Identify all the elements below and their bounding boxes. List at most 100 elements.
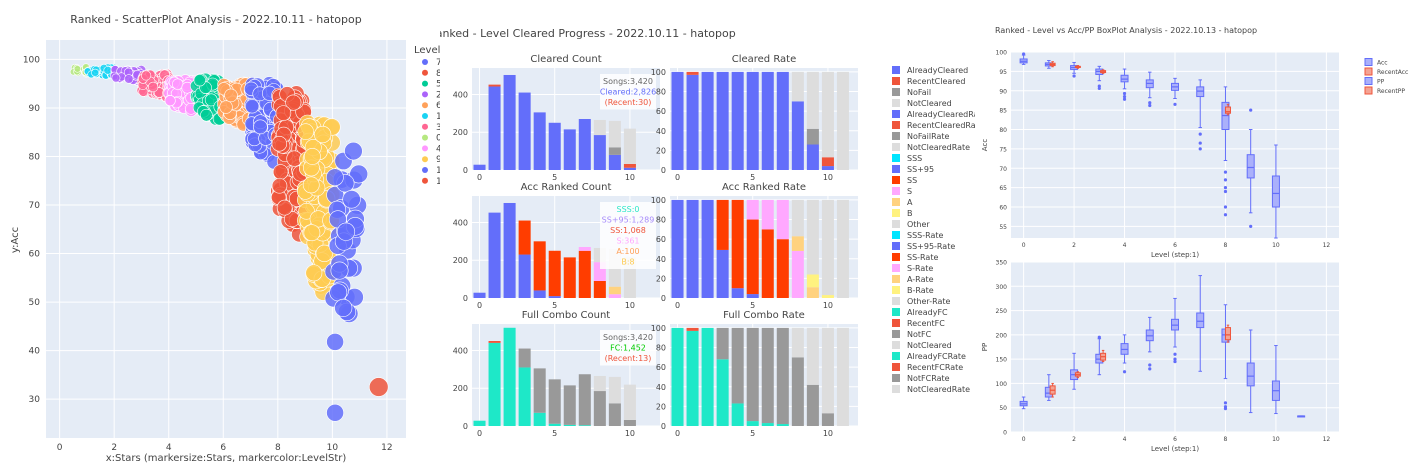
cleared-y-tick-label: 200 <box>453 384 468 393</box>
cleared-bar <box>488 212 501 298</box>
cleared-bar <box>791 236 804 251</box>
cleared-bar <box>731 71 744 170</box>
pp-y-tick-label: 100 <box>996 381 1008 388</box>
boxplot-panel: Ranked - Level vs Acc/PP BoxPlot Analysi… <box>975 0 1412 470</box>
cleared-bar <box>806 287 819 298</box>
scatter-x-tick-label: 2 <box>111 443 117 453</box>
cleared-bar <box>716 359 729 426</box>
cleared-x-tick-label: 0 <box>675 173 680 182</box>
scatter-point <box>103 66 113 75</box>
cleared-bar <box>791 199 804 237</box>
cleared-y-tick-label: 400 <box>453 218 468 227</box>
scatter-point <box>272 164 289 180</box>
boxplot-chart: Ranked - Level vs Acc/PP BoxPlot Analysi… <box>981 26 1408 453</box>
cleared-x-tick-label: 5 <box>750 173 755 182</box>
acc-outlier <box>1223 189 1228 194</box>
cleared-bar <box>731 403 744 426</box>
cleared-annotation-text: SS+95:1,289 <box>602 216 655 225</box>
cleared-legend-swatch <box>892 66 900 74</box>
cleared-legend-label: NotFC <box>907 330 932 339</box>
cleared-progress-chart: Ranked - Level Cleared Progress - 2022.1… <box>440 27 975 438</box>
cleared-bar <box>623 167 636 170</box>
cleared-legend-swatch <box>892 77 900 85</box>
acc-x-axis-label: Level (step:1) <box>1151 251 1199 259</box>
pp-x-tick-label: 0 <box>1022 436 1026 443</box>
boxplot-legend-swatch <box>1364 67 1373 76</box>
scatter-point <box>330 261 349 280</box>
cleared-legend-swatch <box>892 363 900 371</box>
scatter-legend-marker <box>422 167 428 173</box>
pp-x-tick-label: 8 <box>1224 436 1228 443</box>
cleared-legend-label: NoFail <box>907 88 931 97</box>
cleared-bar <box>821 327 834 414</box>
cleared-bar <box>821 295 834 298</box>
cleared-legend-label: SS+95 <box>907 165 934 174</box>
cleared-bar <box>791 71 804 102</box>
cleared-bar <box>791 327 804 358</box>
cleared-bar <box>761 327 774 424</box>
cleared-bar <box>533 412 546 426</box>
cleared-bar <box>761 199 774 230</box>
scatter-point <box>285 94 302 111</box>
cleared-legend-label: Other-Rate <box>907 297 951 306</box>
cleared-bar <box>623 384 636 420</box>
scatter-point <box>334 298 353 317</box>
cleared-y-tick-label: 0 <box>463 166 468 175</box>
scatter-y-tick-label: 40 <box>29 347 41 357</box>
cleared-annotation-text: Songs:3,420 <box>603 77 653 86</box>
acc-y-tick-label: 85 <box>999 108 1007 115</box>
cleared-bar <box>806 128 819 145</box>
cleared-x-tick-label: 5 <box>552 173 557 182</box>
cleared-bar <box>776 327 789 425</box>
acc-outlier <box>1223 170 1228 174</box>
cleared-bar <box>761 71 774 170</box>
cleared-legend-swatch <box>892 385 900 393</box>
cleared-y-tick-label: 200 <box>453 128 468 137</box>
cleared-bar <box>701 327 714 426</box>
cleared-bar <box>806 144 819 170</box>
cleared-legend-swatch <box>892 198 900 206</box>
pp-outlier <box>1173 359 1177 364</box>
cleared-bar <box>746 71 759 170</box>
scatter-y-tick-label: 70 <box>29 201 41 211</box>
cleared-bar <box>563 424 576 426</box>
cleared-bar <box>746 219 759 295</box>
pp-outlier <box>1097 335 1101 339</box>
boxplot-legend-label: PP <box>1377 79 1385 86</box>
cleared-legend-swatch <box>892 165 900 173</box>
cleared-annotation-text: Songs:3,420 <box>603 333 653 342</box>
acc-y-axis-label: Acc <box>981 139 989 152</box>
cleared-y-tick-label: 20 <box>656 146 666 155</box>
scatter-point <box>204 93 218 107</box>
cleared-bar <box>806 327 819 385</box>
cleared-legend-label: RecentFC <box>907 319 945 328</box>
cleared-bar <box>701 199 714 298</box>
cleared-legend-label: B <box>907 209 913 218</box>
cleared-bar <box>836 71 849 170</box>
scatter-point <box>304 148 321 165</box>
cleared-y-tick-label: 80 <box>656 88 666 97</box>
cleared-annotation-text: (Recent:13) <box>605 354 652 363</box>
cleared-legend-label: RecentClearedRate <box>907 121 975 130</box>
acc-box <box>1271 175 1280 208</box>
cleared-bar <box>716 327 729 360</box>
cleared-bar <box>716 199 729 250</box>
cleared-x-tick-label: 10 <box>625 173 635 182</box>
scatter-legend-marker <box>422 113 428 119</box>
scatter-point <box>271 135 288 152</box>
cleared-legend-swatch <box>892 341 900 349</box>
scatter-legend-label: 10 <box>436 166 440 176</box>
cleared-annotation-text: SS:1,068 <box>610 226 646 235</box>
scatter-point <box>271 178 288 194</box>
cleared-annotation-text: B:8 <box>621 258 634 267</box>
cleared-x-tick-label: 5 <box>552 301 557 310</box>
cleared-bar <box>578 119 591 170</box>
cleared-y-tick-label: 20 <box>656 274 666 283</box>
cleared-legend-label: SSS <box>907 154 922 163</box>
scatter-point <box>342 190 361 209</box>
cleared-bar <box>518 348 531 368</box>
scatter-point <box>224 88 238 103</box>
cleared-legend-swatch <box>892 352 900 360</box>
scatter-point <box>315 244 333 263</box>
scatter-point <box>73 65 82 73</box>
